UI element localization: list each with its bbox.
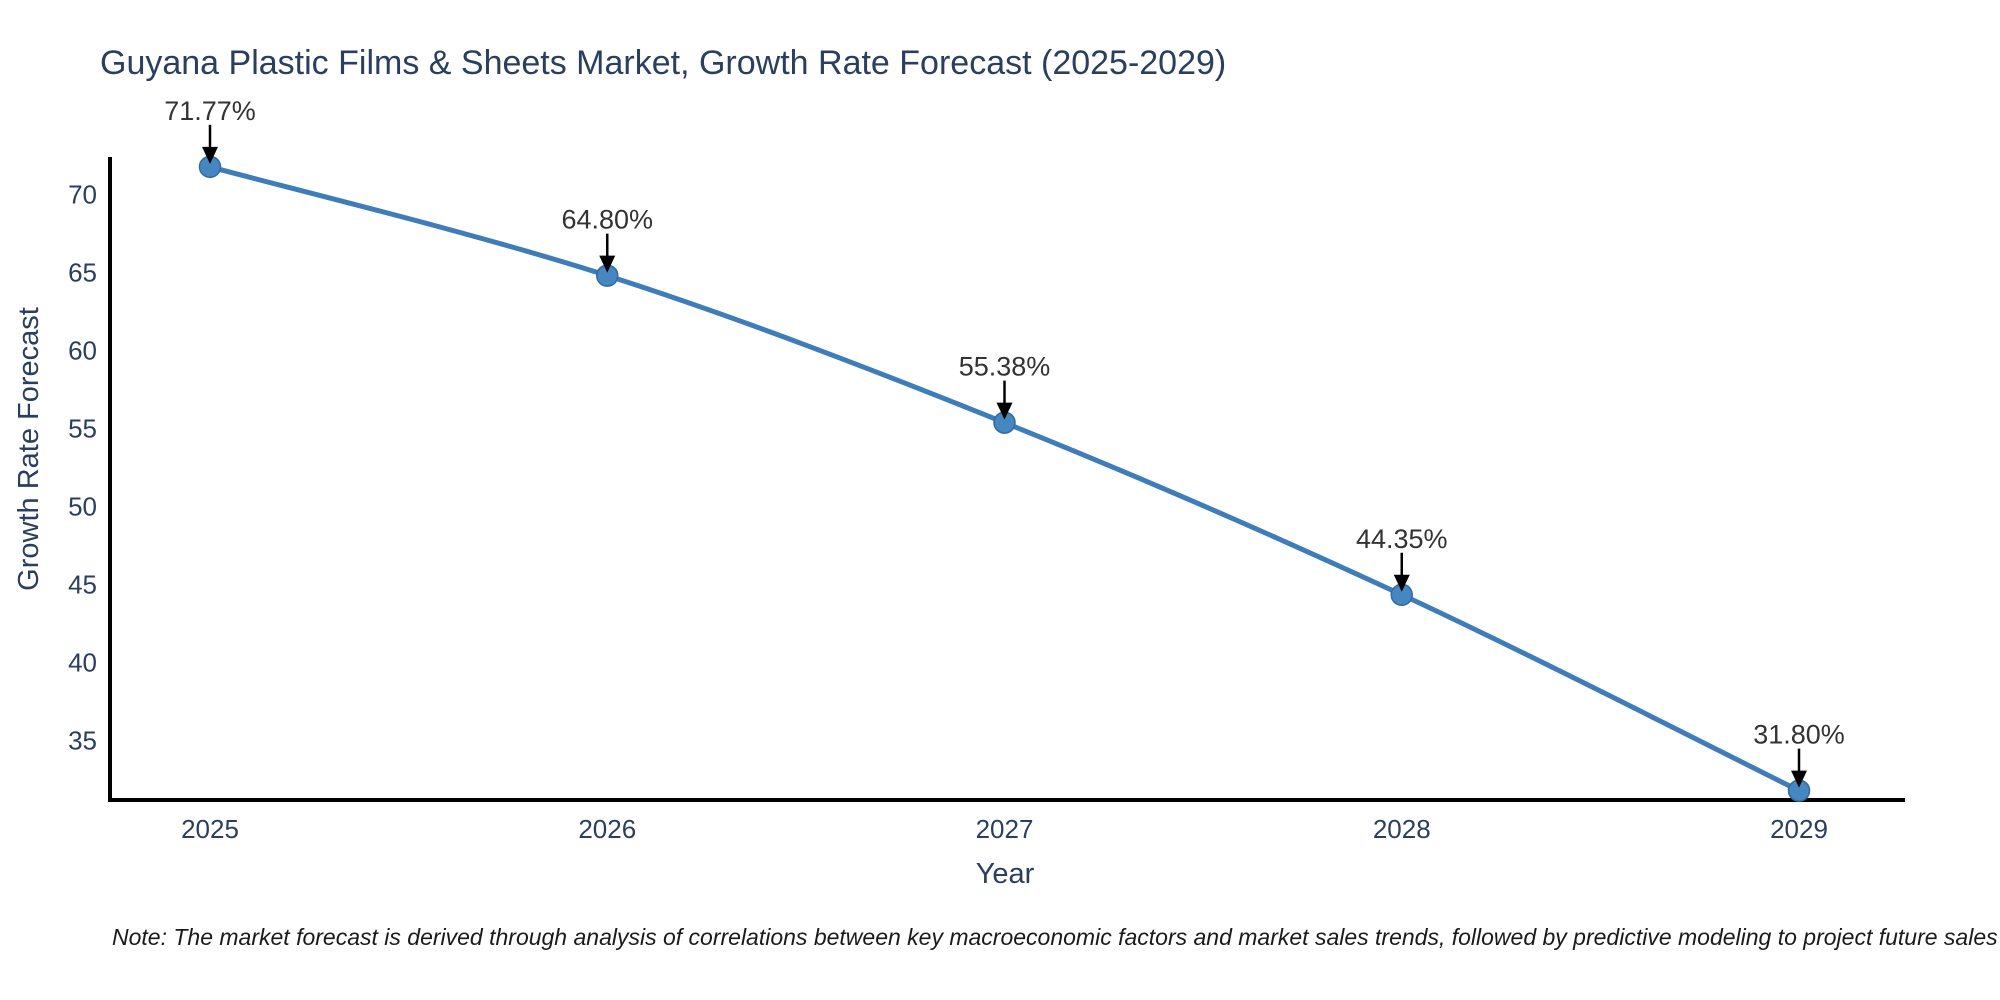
y-axis-title: Growth Rate Forecast (13, 307, 45, 591)
y-tick-label: 40 (68, 648, 97, 678)
y-tick-label: 50 (68, 492, 97, 522)
data-point-label: 55.38% (959, 352, 1051, 382)
chart-title: Guyana Plastic Films & Sheets Market, Gr… (100, 44, 1227, 82)
data-point-label: 44.35% (1356, 524, 1448, 554)
y-tick-label: 55 (68, 414, 97, 444)
data-point-label: 31.80% (1753, 720, 1845, 750)
annotation-arrow-head (1393, 574, 1410, 592)
annotation-arrow-head (202, 146, 218, 164)
x-tick-label: 2027 (976, 814, 1034, 844)
x-tick-label: 2025 (181, 814, 239, 844)
x-axis-title: Year (975, 858, 1035, 890)
annotation-arrow-head (599, 255, 616, 273)
tick-labels-layer: 35 40 45 50 55 60 65 70 2025 2026 2027 2028 2029 (68, 179, 1828, 844)
y-tick-label: 45 (68, 570, 97, 600)
y-tick-label: 70 (68, 179, 97, 209)
data-point-label: 64.80% (561, 205, 653, 235)
y-tick-label: 35 (68, 726, 97, 756)
x-tick-label: 2028 (1373, 814, 1431, 844)
data-point-label: 71.77% (164, 96, 256, 126)
y-tick-label: 60 (68, 336, 97, 366)
x-tick-label: 2029 (1770, 814, 1828, 844)
annotation-arrow-head (996, 402, 1013, 420)
series-layer (198, 155, 1811, 802)
series-line (207, 164, 1802, 794)
axes-layer (108, 157, 1905, 802)
y-tick-label: 65 (68, 257, 97, 287)
annotation-arrow-head (1791, 770, 1807, 788)
footnote: Note: The market forecast is derived thr… (112, 924, 1998, 950)
x-tick-label: 2026 (578, 814, 636, 844)
annotations-layer: 71.77% 64.80% 55.38% 44.35% 31.80% (164, 96, 1845, 788)
